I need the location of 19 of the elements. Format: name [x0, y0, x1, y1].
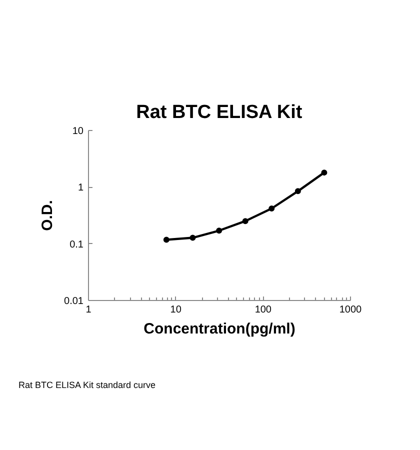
y-tick-label: 10 [72, 126, 84, 137]
y-axis-title: O.D. [39, 200, 56, 231]
point [190, 234, 196, 241]
chart-title: Rat BTC ELISA Kit [136, 102, 303, 123]
y-tick-label: 1 [78, 182, 84, 194]
point [163, 236, 170, 243]
point [216, 228, 222, 234]
x-tick-label: 10 [170, 304, 182, 316]
x-tick-label: 100 [254, 304, 272, 316]
y-tick-label: 0.1 [70, 239, 84, 250]
x-tick-label: 1000 [339, 304, 362, 316]
y-tick-label: 0.01 [64, 296, 84, 307]
point [242, 218, 248, 224]
x-tick-label: 1 [86, 304, 92, 316]
x-axis-title: Concentration(pg/ml) [144, 320, 296, 338]
point [268, 206, 275, 212]
point [294, 188, 301, 194]
text: Rat BTC ELISA Kit standard curve [18, 380, 156, 390]
point [321, 170, 328, 176]
